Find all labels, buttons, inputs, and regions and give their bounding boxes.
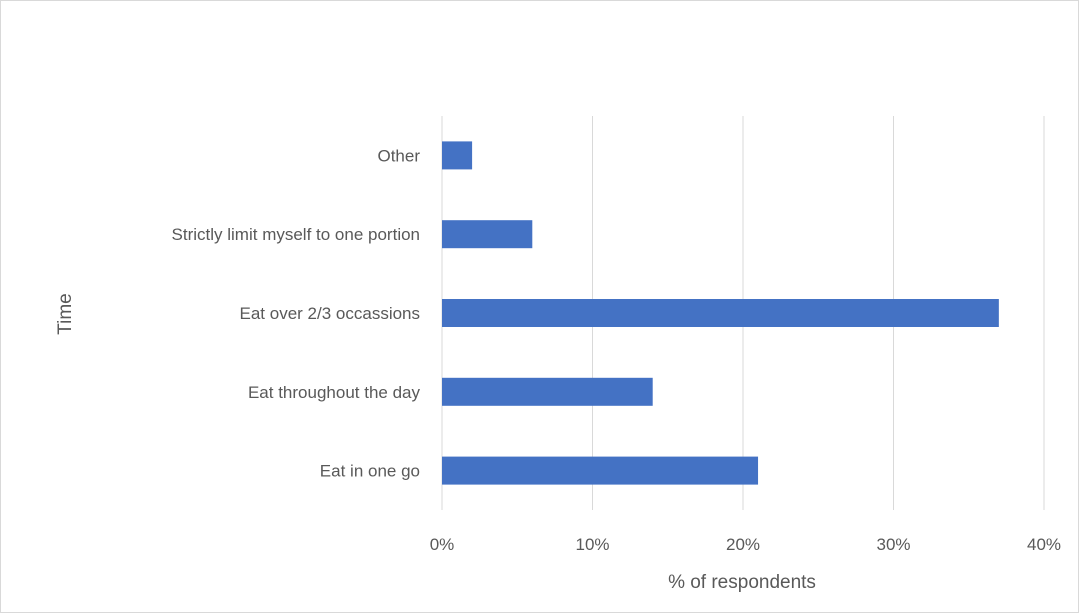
- category-label-eat-in-one-go: Eat in one go: [320, 462, 420, 481]
- bar-strictly-limit-myself-to-one-portion: [442, 220, 533, 249]
- x-tick-label-20: 20%: [726, 535, 760, 554]
- category-label-strictly-limit-myself-to-one-portion: Strictly limit myself to one portion: [172, 225, 420, 244]
- y-axis-title: Time: [55, 293, 76, 335]
- category-label-other: Other: [377, 146, 420, 165]
- bar-eat-throughout-the-day: [442, 377, 653, 406]
- x-tick-label-10: 10%: [575, 535, 609, 554]
- bar-eat-over-2-3-occassions: [442, 299, 999, 327]
- bars: [442, 141, 999, 485]
- category-label-eat-over-2-3-occassions: Eat over 2/3 occassions: [240, 304, 420, 323]
- x-tick-label-40: 40%: [1027, 535, 1061, 554]
- x-tick-labels: 0% 10% 20% 30% 40%: [430, 535, 1061, 554]
- bar-other: [442, 141, 473, 170]
- category-labels: Other Strictly limit myself to one portio…: [172, 146, 421, 480]
- x-tick-label-30: 30%: [876, 535, 910, 554]
- bar-eat-in-one-go: [442, 456, 759, 485]
- x-axis-title: % of respondents: [668, 572, 816, 593]
- category-label-eat-throughout-the-day: Eat throughout the day: [248, 383, 421, 402]
- x-tick-label-0: 0%: [430, 535, 455, 554]
